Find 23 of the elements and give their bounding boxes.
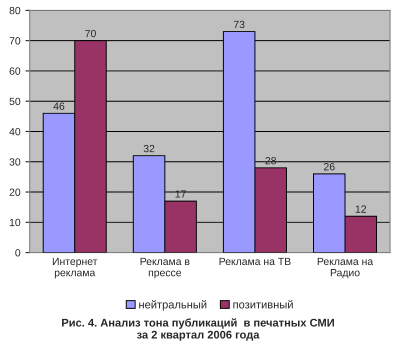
data-label: 32 xyxy=(144,144,154,152)
data-label: 17 xyxy=(176,190,186,198)
data-label: 26 xyxy=(324,163,335,170)
data-label: 46 xyxy=(53,102,64,110)
data-label: 73 xyxy=(234,20,244,28)
y-tick-label: 80 xyxy=(10,6,20,14)
y-tick-label: 30 xyxy=(9,158,20,166)
y-tick-label: 70 xyxy=(10,37,20,45)
text: Рис. 4. Анализ тона публикаций в печатных СМИ за 2 квартал 2006 года xyxy=(62,318,334,341)
x-tick-label: Интернет реклама xyxy=(52,258,98,278)
x-tick-label: Реклама на Радио xyxy=(318,258,374,278)
y-tick-label: 0 xyxy=(15,249,20,256)
y-tick-label: 10 xyxy=(10,218,20,226)
legend-label: нейтральный xyxy=(139,300,206,311)
y-tick-label: 40 xyxy=(9,128,20,136)
legend-label: позитивный xyxy=(233,300,293,308)
x-tick-label: Реклама на ТВ xyxy=(220,258,291,266)
x-tick-label: Реклама в прессе xyxy=(140,258,190,278)
y-tick-label: 20 xyxy=(10,188,20,196)
y-tick-label: 50 xyxy=(10,98,20,106)
data-label: 12 xyxy=(356,205,366,213)
y-tick-label: 60 xyxy=(10,67,20,75)
data-label: 70 xyxy=(85,30,96,38)
